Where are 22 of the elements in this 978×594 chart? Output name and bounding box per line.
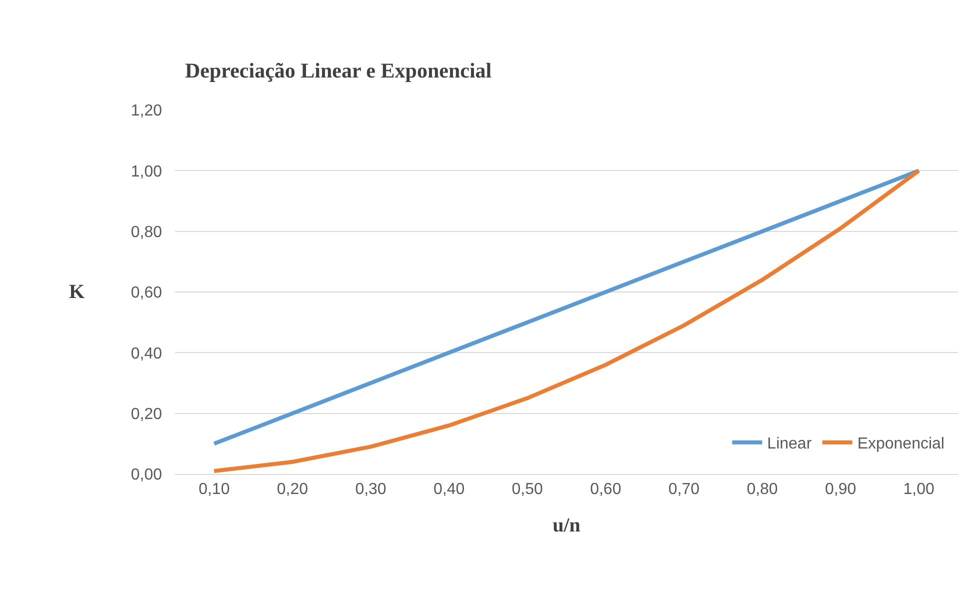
y-axis-title: K bbox=[69, 281, 85, 303]
x-tick-label: 0,80 bbox=[746, 481, 778, 498]
x-tick-label: 0,20 bbox=[276, 481, 308, 498]
y-tick-label: 0,00 bbox=[130, 466, 162, 484]
y-tick-label: 1,20 bbox=[130, 102, 162, 120]
x-tick-label: 0,10 bbox=[198, 481, 230, 498]
y-tick-label: 0,60 bbox=[130, 284, 162, 302]
x-axis-title: u/n bbox=[552, 514, 580, 537]
y-tick-label: 1,00 bbox=[130, 163, 162, 180]
x-tick-label: 0,40 bbox=[433, 481, 465, 498]
x-tick-label: 0,60 bbox=[590, 481, 622, 498]
x-tick-label: 0,30 bbox=[355, 481, 386, 498]
x-tick-label: 0,50 bbox=[512, 481, 544, 498]
legend-label: Linear bbox=[767, 436, 812, 453]
x-tick-label: 0,90 bbox=[824, 481, 856, 498]
x-tick-label: 0,70 bbox=[668, 481, 700, 498]
legend-label: Exponencial bbox=[857, 436, 944, 453]
y-tick-label: 0,80 bbox=[130, 224, 162, 241]
chart-title: Depreciação Linear e Exponencial bbox=[185, 58, 492, 82]
x-tick-label: 1,00 bbox=[903, 481, 935, 498]
y-tick-label: 0,20 bbox=[130, 406, 162, 423]
y-tick-label: 0,40 bbox=[130, 345, 162, 362]
